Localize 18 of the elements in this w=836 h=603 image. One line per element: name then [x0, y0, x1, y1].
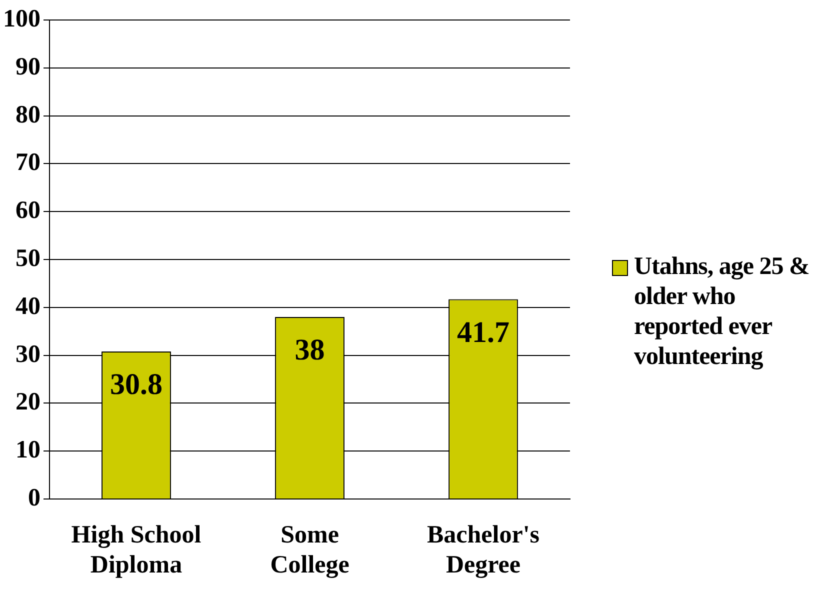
data-label: 38 — [294, 334, 325, 367]
x-tick-label: Bachelor's Degree — [427, 521, 540, 578]
y-tick-label: 70 — [16, 149, 40, 176]
data-label: 30.8 — [110, 368, 162, 402]
y-tick-label: 0 — [28, 484, 40, 512]
y-tick-label: 10 — [16, 436, 40, 464]
data-label: 41.7 — [457, 316, 510, 350]
y-tick-label: 30 — [16, 340, 40, 368]
y-tick-label: 80 — [16, 101, 40, 128]
y-tick-label: 40 — [16, 292, 40, 320]
legend-label: Utahns, age 25 & older who reported ever volunteering — [634, 252, 810, 372]
y-tick-label: 20 — [16, 388, 40, 416]
y-tick-label: 50 — [16, 244, 40, 272]
y-tick-label: 100 — [3, 5, 40, 32]
y-tick-label: 60 — [16, 197, 40, 224]
x-tick-label: Some College — [270, 521, 350, 578]
x-tick-label: High School Diploma — [71, 521, 202, 578]
y-tick-label: 90 — [16, 53, 40, 80]
